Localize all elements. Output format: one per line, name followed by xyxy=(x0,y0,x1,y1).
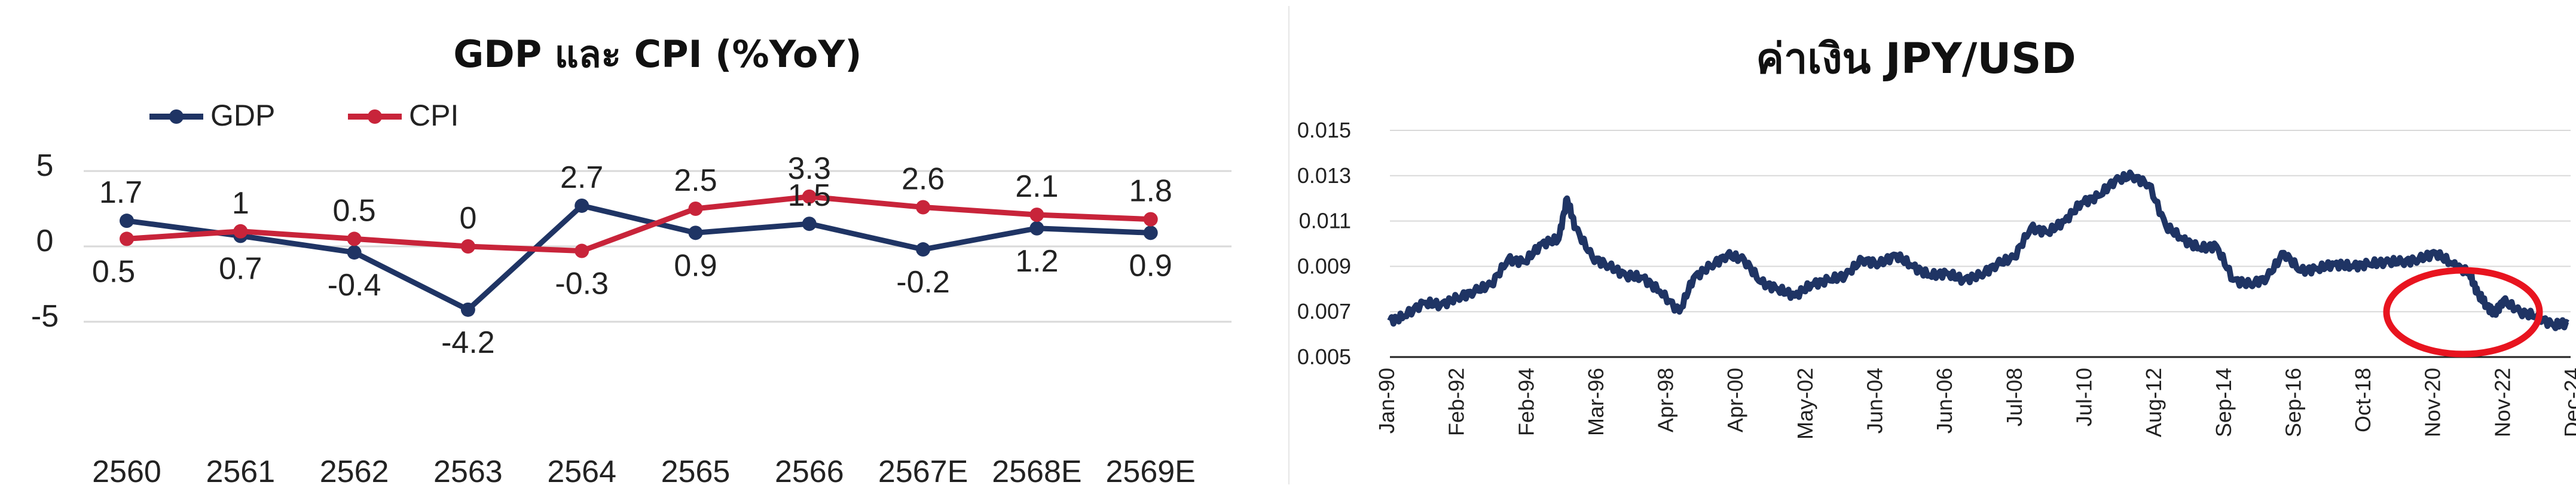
gdp-x-axis: 2560 2561 2562 2563 2564 2565 2566 2567E 2568E 25… xyxy=(92,455,1196,488)
cpi-data-label: 2.5 xyxy=(674,163,717,198)
cpi-data-label: 3.3 xyxy=(788,151,831,186)
gdp-data-label: 0.9 xyxy=(1129,248,1172,283)
gdp-x-tick-label: 2567E xyxy=(878,455,968,488)
jpy-gridlines xyxy=(1390,130,2571,358)
gdp-data-label: 1.2 xyxy=(1015,244,1058,279)
jpy-y-tick-label: 0.011 xyxy=(1299,209,1351,233)
cpi-point xyxy=(688,202,703,216)
jpy-x-tick-label: Oct-18 xyxy=(2351,368,2375,432)
gdp-point xyxy=(460,302,475,317)
highlight-circle xyxy=(2383,267,2543,358)
jpy-x-tick-label: Mar-96 xyxy=(1584,368,1608,436)
cpi-point xyxy=(1029,208,1044,222)
gdp-data-label: -4.2 xyxy=(441,325,495,360)
jpy-y-tick-label: 0.015 xyxy=(1297,118,1351,142)
jpy-chart-title: ค่าเงิน JPY/USD xyxy=(1756,34,2076,83)
gdp-line xyxy=(126,203,1151,313)
jpy-y-tick-label: 0.007 xyxy=(1297,299,1351,324)
jpy-x-tick-label: Nov-20 xyxy=(2421,368,2445,437)
gdp-point xyxy=(1143,225,1158,240)
cpi-point xyxy=(916,200,931,215)
gdp-point xyxy=(802,216,817,231)
jpy-usd-line xyxy=(1387,169,2569,331)
jpy-usd-chart: ค่าเงิน JPY/USD 0.015 0.013 0.011 0.009 0.00… xyxy=(1297,34,2576,440)
legend-gdp-marker xyxy=(169,109,184,124)
cpi-point xyxy=(347,231,362,246)
gdp-point xyxy=(347,245,362,260)
legend-cpi-label: CPI xyxy=(409,99,459,132)
jpy-x-tick-label: Jun-04 xyxy=(1863,368,1887,434)
cpi-point xyxy=(120,231,134,246)
gdp-x-tick-label: 2569E xyxy=(1106,455,1196,488)
chart-divider xyxy=(1288,6,1289,484)
gdp-data-label: 0.9 xyxy=(674,248,717,283)
jpy-x-tick-label: Sep-16 xyxy=(2281,368,2305,437)
gdp-x-tick-label: 2566 xyxy=(775,455,844,488)
legend-gdp-label: GDP xyxy=(210,99,275,132)
cpi-data-label: 1 xyxy=(232,186,249,221)
gdp-x-tick-label: 2560 xyxy=(92,455,161,488)
gdp-data-label: -0.2 xyxy=(896,265,950,300)
jpy-x-tick-label: Apr-98 xyxy=(1654,368,1678,432)
cpi-point xyxy=(460,239,475,254)
cpi-point xyxy=(575,243,589,258)
jpy-x-tick-label: Jun-06 xyxy=(1932,368,1957,434)
jpy-x-tick-label: Aug-12 xyxy=(2141,368,2166,437)
jpy-x-tick-label: May-02 xyxy=(1793,368,1817,440)
legend-cpi-marker xyxy=(368,109,382,124)
gdp-point xyxy=(120,214,134,228)
gdp-data-label: -0.4 xyxy=(328,268,381,303)
cpi-point xyxy=(233,224,248,239)
gdp-x-tick-label: 2563 xyxy=(433,455,503,488)
gdp-data-label: 0.7 xyxy=(219,251,262,286)
jpy-y-tick-label: 0.013 xyxy=(1297,163,1351,188)
gdp-point xyxy=(575,198,589,213)
gdp-point xyxy=(688,225,703,240)
cpi-data-label: -0.3 xyxy=(555,267,609,301)
jpy-x-tick-label: Jul-10 xyxy=(2071,368,2096,426)
cpi-data-label: 2.6 xyxy=(902,161,945,196)
cpi-data-label: 0.5 xyxy=(332,193,375,228)
gdp-point xyxy=(916,242,931,257)
gdp-x-tick-label: 2564 xyxy=(547,455,616,488)
gdp-data-label: 1.7 xyxy=(99,175,142,210)
cpi-data-label: 0 xyxy=(459,201,476,236)
cpi-point xyxy=(1143,212,1158,227)
gdp-y-tick-label: 5 xyxy=(36,148,54,183)
jpy-x-tick-label: Jul-08 xyxy=(2002,368,2027,426)
gdp-cpi-chart: GDP และ CPI (%YoY) 5 0 -5 2560 2561 2562 2563… xyxy=(31,32,1232,488)
gdp-y-axis: 5 0 -5 xyxy=(31,148,59,334)
gdp-x-tick-label: 2562 xyxy=(320,455,389,488)
jpy-y-tick-label: 0.005 xyxy=(1297,344,1351,369)
jpy-y-tick-label: 0.009 xyxy=(1297,254,1351,278)
jpy-x-tick-label: Jan-90 xyxy=(1374,368,1399,434)
cpi-point xyxy=(802,189,817,204)
gdp-gridlines xyxy=(84,170,1232,323)
gdp-point xyxy=(1029,221,1044,236)
gdp-legend: GDP CPI xyxy=(149,99,459,132)
gdp-series-layer: 1.7 0.7 -0.4 -4.2 2.7 0.9 1.5 -0.2 1.2 0.9 0.5 1 0.5… xyxy=(92,151,1172,360)
jpy-x-tick-label: Sep-14 xyxy=(2211,368,2236,437)
gdp-data-label: 1.5 xyxy=(788,178,831,213)
jpy-series-layer xyxy=(1387,169,2569,331)
jpy-x-tick-label: Feb-92 xyxy=(1444,368,1469,436)
jpy-x-tick-label: Feb-94 xyxy=(1514,368,1538,436)
gdp-x-tick-label: 2565 xyxy=(661,455,731,488)
gdp-y-tick-label: 0 xyxy=(36,224,54,258)
cpi-data-label: 2.1 xyxy=(1015,169,1058,204)
gdp-x-tick-label: 2568E xyxy=(992,455,1081,488)
gdp-chart-title: GDP และ CPI (%YoY) xyxy=(453,32,861,76)
gdp-x-tick-label: 2561 xyxy=(206,455,275,488)
jpy-x-axis: Jan-90 Feb-92 Feb-94 Mar-96 Apr-98 Apr-00 May-… xyxy=(1374,368,2576,440)
gdp-data-label: 2.7 xyxy=(560,160,603,195)
gdp-y-tick-label: -5 xyxy=(31,299,59,334)
jpy-x-tick-label: Nov-22 xyxy=(2490,368,2514,437)
cpi-data-label: 0.5 xyxy=(92,254,135,289)
jpy-y-axis: 0.015 0.013 0.011 0.009 0.007 0.005 xyxy=(1297,118,1351,369)
cpi-data-label: 1.8 xyxy=(1129,174,1172,209)
jpy-x-tick-label: Dec-24 xyxy=(2560,368,2576,437)
jpy-x-tick-label: Apr-00 xyxy=(1723,368,1747,432)
cpi-line xyxy=(126,194,1151,254)
